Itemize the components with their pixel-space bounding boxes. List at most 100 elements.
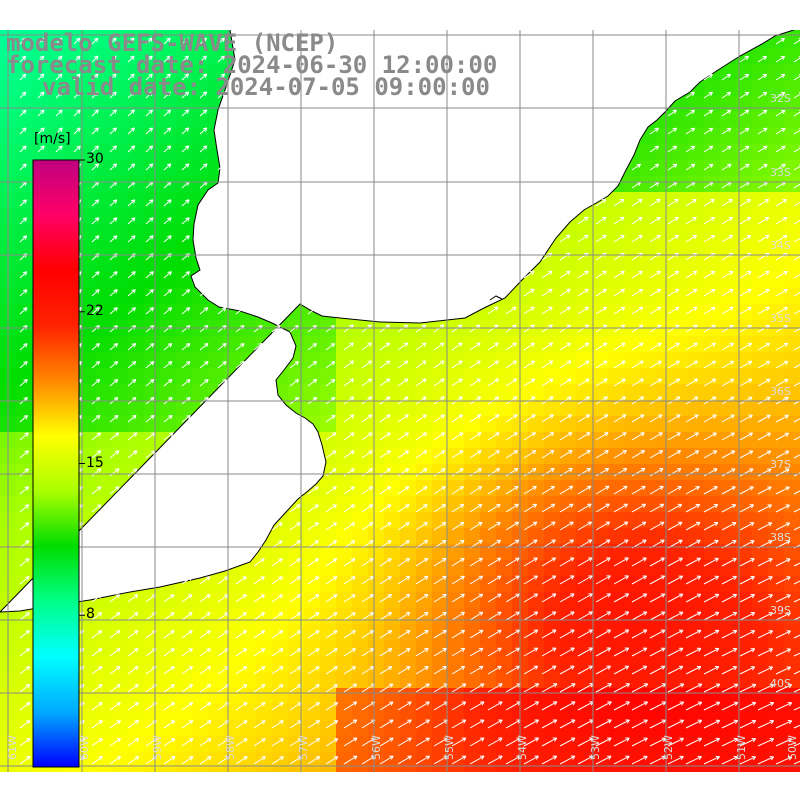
field-cell: [464, 624, 480, 640]
field-cell: [528, 416, 544, 432]
field-cell: [576, 752, 592, 768]
field-cell: [416, 464, 432, 480]
field-cell: [560, 688, 576, 704]
field-cell: [112, 432, 128, 448]
field-cell: [256, 672, 272, 688]
field-cell: [352, 528, 368, 544]
field-cell: [304, 496, 320, 512]
field-cell: [144, 432, 160, 448]
field-cell: [368, 336, 384, 352]
field-cell: [368, 560, 384, 576]
field-cell: [496, 736, 512, 752]
field-cell: [736, 704, 752, 720]
field-cell: [192, 384, 208, 400]
field-cell: [752, 176, 768, 192]
field-cell: [304, 720, 320, 736]
field-cell: [704, 240, 720, 256]
field-cell: [304, 640, 320, 656]
field-cell: [160, 272, 176, 288]
field-cell: [448, 688, 464, 704]
field-cell: [560, 368, 576, 384]
field-cell: [784, 304, 800, 320]
field-cell: [80, 224, 96, 240]
field-cell: [640, 656, 656, 672]
field-cell: [400, 544, 416, 560]
field-cell: [160, 240, 176, 256]
field-cell: [768, 560, 784, 576]
field-cell: [176, 240, 192, 256]
field-cell: [80, 624, 96, 640]
field-cell: [400, 752, 416, 768]
field-cell: [608, 336, 624, 352]
field-cell: [16, 384, 32, 400]
field-cell: [176, 384, 192, 400]
field-cell: [688, 544, 704, 560]
field-cell: [96, 32, 112, 48]
field-cell: [608, 576, 624, 592]
field-cell: [464, 368, 480, 384]
field-cell: [416, 384, 432, 400]
field-cell: [160, 624, 176, 640]
field-cell: [544, 592, 560, 608]
field-cell: [80, 192, 96, 208]
field-cell: [688, 272, 704, 288]
field-cell: [352, 432, 368, 448]
field-cell: [368, 672, 384, 688]
field-cell: [560, 656, 576, 672]
field-cell: [784, 544, 800, 560]
field-cell: [640, 304, 656, 320]
field-cell: [128, 720, 144, 736]
field-cell: [448, 416, 464, 432]
field-cell: [656, 496, 672, 512]
field-cell: [496, 416, 512, 432]
field-cell: [608, 672, 624, 688]
field-cell: [320, 672, 336, 688]
field-cell: [464, 576, 480, 592]
field-cell: [176, 32, 192, 48]
field-cell: [784, 272, 800, 288]
field-cell: [416, 368, 432, 384]
field-cell: [752, 192, 768, 208]
field-cell: [672, 112, 688, 128]
field-cell: [784, 432, 800, 448]
field-cell: [160, 112, 176, 128]
field-cell: [544, 512, 560, 528]
field-cell: [768, 368, 784, 384]
field-cell: [432, 544, 448, 560]
field-cell: [416, 432, 432, 448]
field-cell: [528, 592, 544, 608]
field-cell: [704, 128, 720, 144]
field-cell: [304, 672, 320, 688]
field-cell: [160, 400, 176, 416]
field-cell: [448, 640, 464, 656]
field-cell: [384, 432, 400, 448]
field-cell: [272, 560, 288, 576]
field-cell: [16, 416, 32, 432]
field-cell: [608, 480, 624, 496]
field-cell: [16, 128, 32, 144]
field-cell: [464, 544, 480, 560]
field-cell: [576, 688, 592, 704]
field-cell: [144, 80, 160, 96]
field-cell: [384, 576, 400, 592]
field-cell: [592, 288, 608, 304]
field-cell: [720, 160, 736, 176]
field-cell: [208, 656, 224, 672]
field-cell: [560, 416, 576, 432]
field-cell: [656, 128, 672, 144]
field-cell: [240, 688, 256, 704]
field-cell: [208, 352, 224, 368]
field-cell: [752, 720, 768, 736]
field-cell: [736, 400, 752, 416]
field-cell: [640, 720, 656, 736]
field-cell: [560, 544, 576, 560]
field-cell: [752, 384, 768, 400]
field-cell: [96, 480, 112, 496]
field-cell: [96, 608, 112, 624]
field-cell: [720, 384, 736, 400]
field-cell: [128, 752, 144, 768]
field-cell: [784, 352, 800, 368]
field-cell: [144, 704, 160, 720]
latitude-label: 36S: [770, 385, 791, 398]
field-cell: [208, 592, 224, 608]
